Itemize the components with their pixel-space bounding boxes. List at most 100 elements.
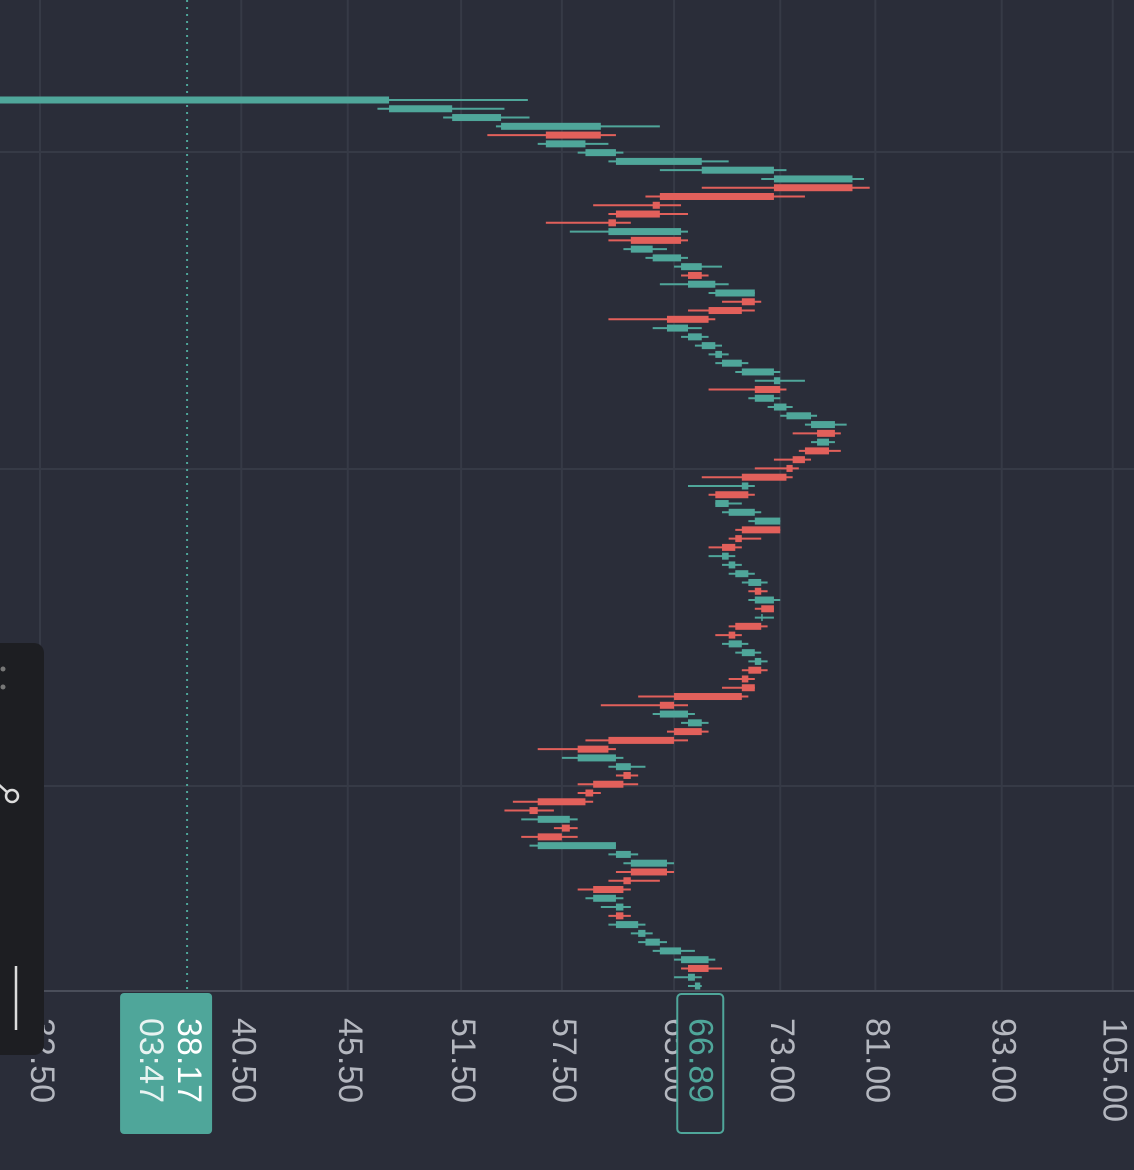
x-tick-label: 73.00 [763,1018,801,1103]
candle-body [735,535,742,543]
candle-body [688,719,702,727]
candle-body [728,561,736,569]
candle-body [754,596,774,604]
candle-body [615,921,639,929]
candle-body [688,964,709,972]
candle-body [773,377,781,385]
candle-body [0,96,390,104]
price-axis: 32.50 40.50 45.50 51.50 57.50 65.00 73.00 81.00… [23,993,1134,1134]
price-grid [38,0,1114,991]
candle-body [754,517,781,525]
candle-body [728,631,736,639]
candle-body [728,640,742,648]
candle-body [811,421,835,429]
candle-body [593,894,616,902]
candle-body [786,464,793,472]
candle-body [688,333,702,341]
candle-body [659,701,675,709]
candle-body [652,201,660,209]
candle-body [761,605,774,613]
x-tick-label: 45.50 [331,1018,369,1103]
candle-body [817,429,835,437]
candles [0,0,870,991]
candle-body [545,140,586,148]
price-marker-label: 38.17 [170,1018,208,1103]
last-price-box [676,993,725,1134]
candle-body [674,693,742,701]
candle-body [666,315,709,323]
candle-body [623,877,631,885]
candle-body [537,842,616,850]
candle-body [715,500,729,508]
candle-body [773,184,853,192]
candle-body [623,771,631,779]
candle-body [630,868,667,876]
toolbar[interactable] [0,643,44,1055]
candle-body [593,780,624,788]
line-tool-icon[interactable] [0,782,9,794]
candle-body [748,666,762,674]
candle-body [715,350,723,358]
candle-body [681,956,709,964]
candle-body [754,657,762,665]
x-tick-label: 105.00 [1096,1018,1134,1122]
candle-body [638,929,646,937]
x-tick-label: 40.50 [224,1018,262,1103]
candle-body [577,745,609,753]
candle-body [630,245,653,253]
candle-body [701,166,774,174]
candle-body [615,210,660,218]
candle-body [615,850,631,858]
candle-body [694,982,701,990]
candle-body [674,728,702,736]
candle-body [741,298,755,306]
price-marker-countdown: 03:47 [132,1018,170,1103]
candle-body [722,552,729,560]
candle-body [754,587,762,595]
candle-body [537,798,586,806]
candle-body [585,789,594,797]
candle-body [645,938,660,946]
candle-body [529,807,538,815]
candle-body [659,710,689,718]
candle-body [577,754,616,762]
candle-body [715,289,755,297]
candle-body [792,456,805,464]
candle-body [688,271,702,279]
candle-body [761,614,763,622]
candle-body [728,508,755,516]
candle-body [608,219,616,227]
candle-body [754,385,781,393]
candle-body [659,192,774,200]
candle-body [688,280,716,288]
candle-body [681,263,702,271]
candle-body [741,675,749,683]
candle-body [701,342,716,350]
handle-dot [0,684,6,690]
candle-body [804,447,830,455]
x-tick-label: 51.50 [444,1018,482,1103]
candle-body [741,482,749,490]
candle-body [615,912,624,920]
candle-body [817,438,830,446]
candle-body [608,736,675,744]
candle-body [615,157,702,165]
candle-body [608,228,682,236]
last-price-label: 66.89 [681,1018,719,1103]
handle-dot [0,666,6,672]
candle-body [708,307,742,315]
candle-body [741,368,774,376]
candle-body [630,859,667,867]
candle-body [659,947,682,955]
candle-body [652,254,682,262]
candle-body [537,815,570,823]
candle-body [773,175,853,183]
candle-body [593,886,624,894]
candle-body [735,622,762,630]
candle-body [452,114,502,122]
candle-body [666,324,689,332]
price-marker-box [120,993,213,1134]
line-tool-icon [4,788,20,804]
